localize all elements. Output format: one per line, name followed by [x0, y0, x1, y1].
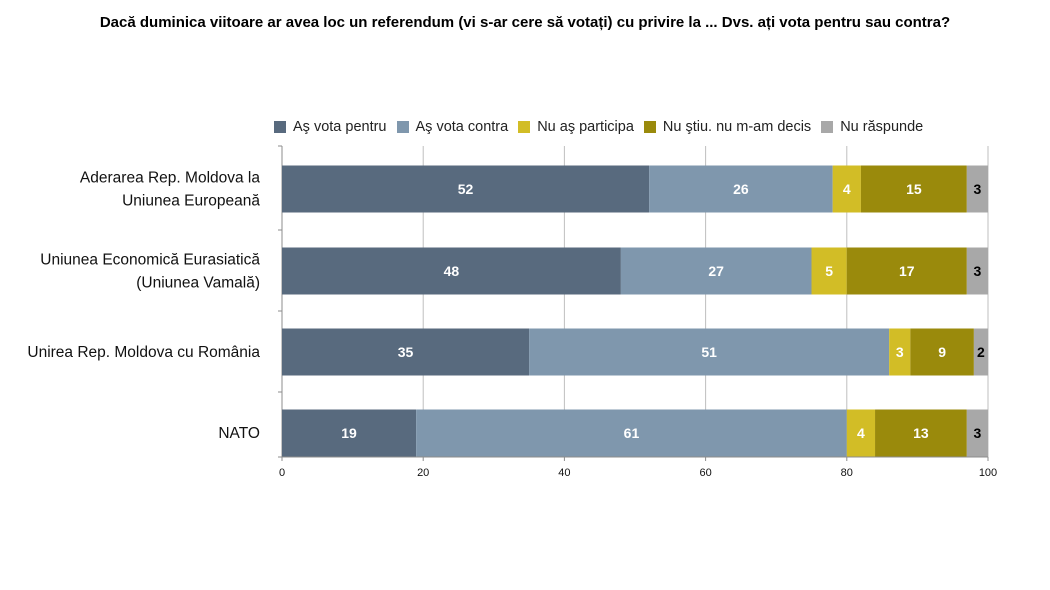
bar-segment: [832, 165, 861, 213]
bar-segment: [910, 328, 974, 376]
bar-segment: [529, 328, 890, 376]
bar-segment: [282, 247, 621, 295]
bar-segment: [282, 165, 650, 213]
x-tick-label: 40: [558, 467, 570, 479]
category-label: Uniunea Economică Eurasiatică: [40, 252, 260, 269]
bar-segment: [282, 328, 530, 376]
category-label: Unirea Rep. Moldova cu România: [27, 344, 260, 361]
data-label: 51: [701, 344, 717, 360]
data-label: 52: [458, 181, 474, 197]
data-label: 3: [974, 181, 982, 197]
bar-segment: [966, 165, 988, 213]
legend-label: Nu răspunde: [840, 119, 924, 135]
legend-swatch: [396, 121, 409, 133]
data-label: 48: [444, 263, 460, 279]
data-label: 35: [398, 344, 414, 360]
legend-swatch: [821, 121, 834, 133]
data-label: 3: [896, 344, 904, 360]
bar-segment: [811, 247, 847, 295]
legend: Aş vota pentru Aş vota contra Nu aş partic…: [274, 118, 933, 136]
bar-segment: [282, 409, 417, 457]
legend-item: Aş vota pentru: [274, 119, 387, 135]
bar-segment: [860, 165, 967, 213]
category-label: (Uniunea Vamală): [136, 275, 260, 292]
legend-swatch: [643, 121, 656, 133]
legend-label: Aş vota pentru: [293, 119, 387, 135]
legend-item: Nu ştiu. nu m-am decis: [643, 119, 812, 135]
legend-label: Aş vota contra: [415, 119, 509, 135]
data-label: 27: [708, 263, 724, 279]
legend-item: Nu răspunde: [821, 119, 923, 135]
data-label: 4: [843, 181, 851, 197]
data-label: 17: [899, 263, 915, 279]
category-label: NATO: [218, 425, 260, 442]
bar-segment: [846, 409, 876, 457]
data-label: 5: [825, 263, 833, 279]
legend-swatch: [274, 121, 286, 133]
x-tick-label: 100: [979, 467, 997, 479]
x-tick-label: 0: [279, 467, 285, 479]
bar-segment: [966, 409, 988, 457]
bar-segment: [846, 247, 967, 295]
legend-label: Nu ştiu. nu m-am decis: [662, 119, 812, 135]
data-label: 26: [733, 181, 749, 197]
chart-title: Dacă duminica viitoare ar avea loc un re…: [99, 14, 951, 31]
data-label: 3: [974, 263, 982, 279]
x-tick-label: 80: [841, 467, 853, 479]
bar-segment: [416, 409, 847, 457]
bar-segment: [889, 328, 911, 376]
data-label: 3: [974, 425, 982, 441]
legend-label: Nu aş participa: [537, 119, 634, 135]
bar-segment: [966, 247, 988, 295]
data-label: 15: [906, 181, 922, 197]
data-label: 19: [341, 425, 357, 441]
legend-item: Nu aş participa: [518, 119, 634, 135]
category-label: Aderarea Rep. Moldova la: [80, 170, 260, 187]
data-label: 4: [857, 425, 865, 441]
bar-segment: [649, 165, 833, 213]
data-label: 61: [624, 425, 640, 441]
data-label: 9: [938, 344, 946, 360]
category-label: Uniunea Europeană: [122, 193, 260, 210]
x-tick-label: 60: [699, 467, 711, 479]
legend-swatch: [518, 121, 531, 133]
bar-segment: [620, 247, 812, 295]
bar-segment: [973, 328, 988, 376]
legend-item: Aş vota contra: [396, 119, 509, 135]
bar-segment: [875, 409, 967, 457]
x-tick-label: 20: [417, 467, 429, 479]
data-label: 13: [913, 425, 929, 441]
data-label: 2: [977, 344, 985, 360]
